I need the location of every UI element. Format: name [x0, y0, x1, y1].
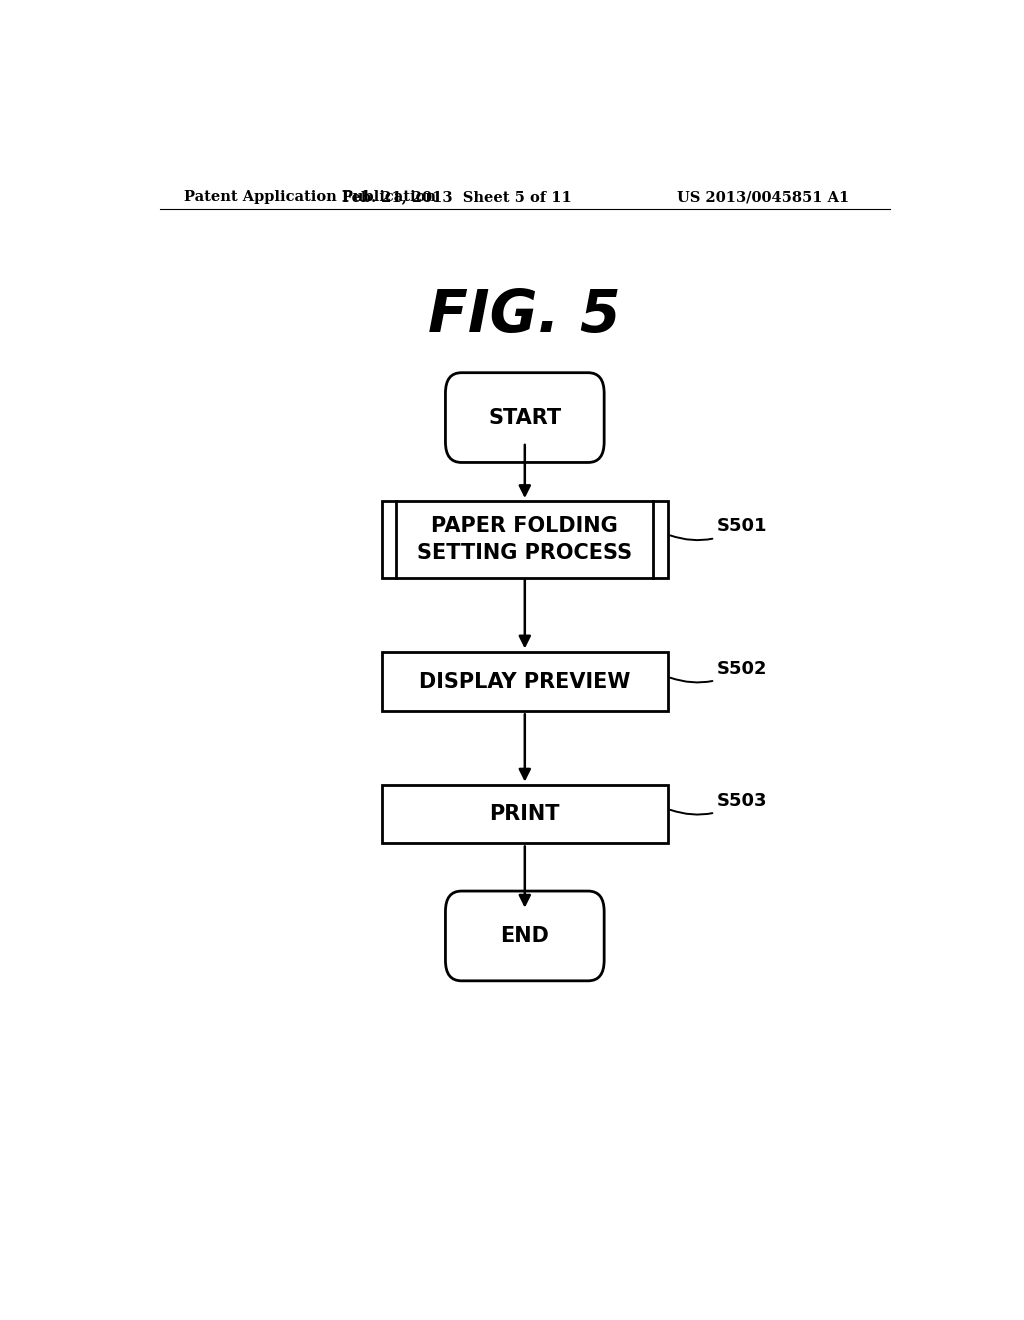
Text: PAPER FOLDING
SETTING PROCESS: PAPER FOLDING SETTING PROCESS	[417, 516, 633, 564]
Text: FIG. 5: FIG. 5	[428, 288, 622, 345]
FancyBboxPatch shape	[445, 372, 604, 462]
Text: S503: S503	[671, 792, 767, 814]
Text: US 2013/0045851 A1: US 2013/0045851 A1	[677, 190, 849, 205]
Text: S502: S502	[671, 660, 767, 682]
Text: DISPLAY PREVIEW: DISPLAY PREVIEW	[419, 672, 631, 692]
Text: PRINT: PRINT	[489, 804, 560, 824]
Bar	[382, 652, 668, 711]
Bar	[382, 502, 668, 578]
Bar	[382, 784, 668, 843]
Text: START: START	[488, 408, 561, 428]
Text: Feb. 21, 2013  Sheet 5 of 11: Feb. 21, 2013 Sheet 5 of 11	[342, 190, 572, 205]
Text: END: END	[501, 925, 549, 946]
Text: S501: S501	[671, 517, 767, 540]
FancyBboxPatch shape	[445, 891, 604, 981]
Text: Patent Application Publication: Patent Application Publication	[183, 190, 435, 205]
